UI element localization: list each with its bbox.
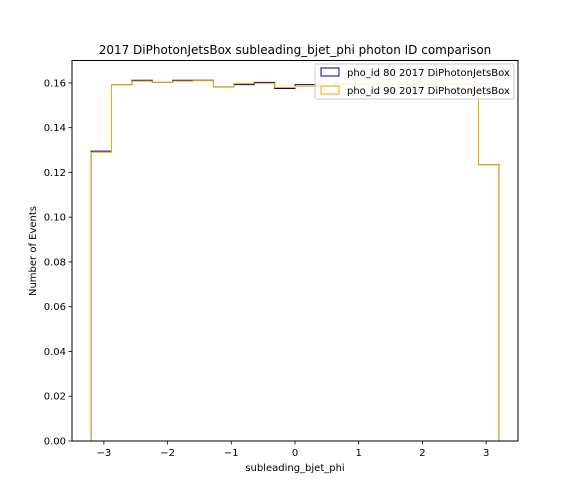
x-tick-label: 0	[292, 448, 298, 459]
plot-area	[71, 60, 519, 442]
x-tick-label: 2	[419, 448, 425, 459]
y-tick-label: 0.16	[44, 78, 66, 89]
y-tick-label: 0.12	[44, 168, 66, 179]
chart-title: 2017 DiPhotonJetsBox subleading_bjet_phi…	[99, 43, 492, 57]
legend-swatch-pho-id-90	[320, 85, 340, 95]
legend-entry-pho-id-80: pho_id 80 2017 DiPhotonJetsBox	[347, 68, 510, 79]
legend: pho_id 80 2017 DiPhotonJetsBox pho_id 90…	[314, 63, 515, 100]
y-tick-label: 0.10	[44, 213, 66, 224]
x-tick-label: −3	[96, 448, 111, 459]
x-tick-label: 3	[483, 448, 489, 459]
x-tick-label: 1	[356, 448, 362, 459]
y-tick-label: 0.00	[44, 437, 66, 448]
y-tick-label: 0.04	[44, 347, 66, 358]
y-tick-label: 0.14	[44, 123, 66, 134]
legend-entry-pho-id-90: pho_id 90 2017 DiPhotonJetsBox	[347, 86, 510, 97]
y-axis-ticks: 0.00 0.02 0.04 0.06 0.08 0.10 0.12 0.14 0.16	[44, 78, 72, 448]
legend-frame	[314, 63, 515, 100]
legend-swatch-pho-id-80	[320, 67, 340, 77]
x-tick-label: −2	[160, 448, 175, 459]
x-axis-ticks: −3 −2 −1 0 1 2 3	[96, 441, 489, 459]
axes-background	[72, 60, 518, 441]
y-tick-label: 0.06	[44, 302, 66, 313]
y-axis-label: Number of Events	[28, 206, 39, 296]
x-tick-label: −1	[224, 448, 239, 459]
y-tick-label: 0.08	[44, 257, 66, 268]
x-axis-label: subleading_bjet_phi	[245, 463, 344, 474]
y-tick-label: 0.02	[44, 392, 66, 403]
